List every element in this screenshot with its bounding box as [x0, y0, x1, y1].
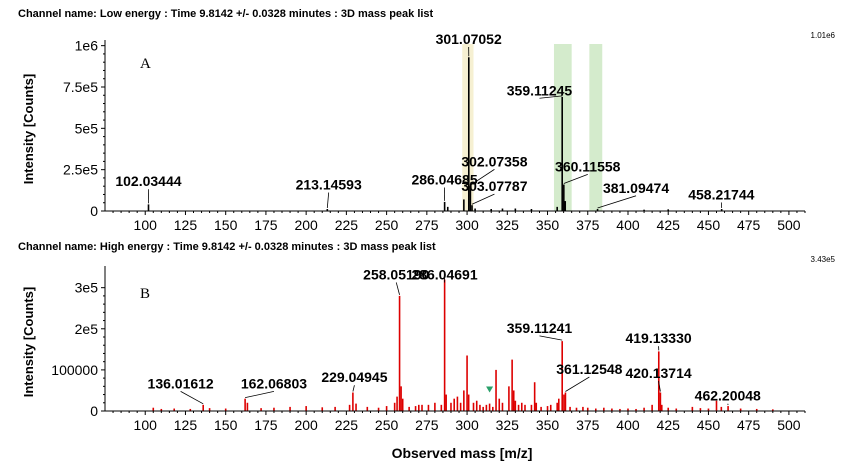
peak-label-leader [326, 192, 330, 209]
peak-label: 136.01612 [148, 375, 214, 391]
peak-label-leader [395, 282, 400, 296]
peak-label: 286.04691 [411, 266, 477, 282]
peak-label-leader [597, 195, 637, 209]
y-tick-label: 0 [90, 403, 98, 419]
x-tick-label: 425 [657, 417, 681, 433]
peak-label-leader [539, 335, 563, 341]
peak-label-leader [539, 95, 563, 99]
panel-b-x-axis-label: Observed mass [m/z] [392, 445, 533, 461]
panel-a-y-axis-label: Intensity [Counts] [21, 74, 36, 185]
x-tick-label: 400 [616, 217, 640, 233]
peak-label: 302.07358 [461, 153, 527, 169]
x-tick-label: 100 [134, 217, 158, 233]
panel-a-spectrum: Channel name: Low energy : Time 9.8142 +… [18, 8, 836, 233]
peak-label-leader [563, 173, 588, 184]
x-tick-label: 500 [777, 417, 801, 433]
y-tick-label: 2.5e5 [63, 162, 98, 178]
peak-label: 359.11241 [507, 320, 573, 336]
x-tick-label: 425 [657, 217, 681, 233]
y-tick-label: 5e5 [75, 120, 99, 136]
panel-a-header: Channel name: Low energy : Time 9.8142 +… [18, 8, 434, 20]
x-tick-label: 450 [697, 217, 721, 233]
x-tick-label: 375 [576, 417, 600, 433]
peak-marker-triangle [486, 386, 494, 393]
x-tick-label: 500 [777, 217, 801, 233]
x-tick-label: 250 [375, 417, 399, 433]
x-tick-label: 325 [496, 417, 520, 433]
peak-label: 359.11245 [507, 82, 573, 98]
x-tick-label: 475 [737, 217, 761, 233]
peak-label: 258.05190 [363, 266, 429, 282]
peak-label-leader [352, 385, 355, 392]
y-tick-label: 1e6 [75, 38, 99, 54]
panel-b-y-axis-label: Intensity [Counts] [21, 287, 36, 398]
panel-a-scale-label: 1.01e6 [811, 31, 836, 40]
x-tick-label: 200 [294, 217, 318, 233]
panel-a-letter: A [140, 56, 151, 72]
peak-label-leader [470, 169, 495, 186]
x-tick-label: 125 [174, 217, 198, 233]
peak-label-leader [245, 390, 275, 399]
x-tick-label: 125 [174, 417, 198, 433]
x-tick-label: 225 [335, 217, 359, 233]
x-tick-label: 300 [455, 417, 479, 433]
x-tick-label: 400 [616, 417, 640, 433]
panel-b-header: Channel name: High energy : Time 9.8142 … [18, 241, 436, 253]
peak-label: 420.13714 [625, 365, 691, 381]
x-tick-label: 175 [254, 417, 278, 433]
peak-label: 381.09474 [603, 180, 669, 196]
x-tick-label: 275 [415, 217, 439, 233]
x-tick-label: 450 [697, 417, 721, 433]
x-tick-label: 475 [737, 417, 761, 433]
x-tick-label: 300 [455, 217, 479, 233]
x-tick-label: 200 [294, 417, 318, 433]
y-tick-label: 2e5 [75, 321, 99, 337]
panel-b-letter: B [140, 286, 150, 302]
panel-b-spectrum: Channel name: High energy : Time 9.8142 … [18, 241, 836, 461]
peak-label: 162.06803 [241, 375, 307, 391]
x-tick-label: 325 [496, 217, 520, 233]
peak-label: 303.07787 [461, 178, 527, 194]
peak-label: 360.11558 [555, 158, 621, 174]
y-tick-label: 7.5e5 [63, 79, 98, 95]
y-tick-label: 3e5 [75, 280, 99, 296]
peak-label: 458.21744 [688, 186, 754, 202]
y-tick-label: 100000 [51, 362, 98, 378]
highlight-band [462, 44, 474, 211]
x-tick-label: 175 [254, 217, 278, 233]
highlight-band [589, 44, 603, 211]
peak-label: 286.04685 [411, 172, 477, 188]
peak-label-leader [180, 391, 204, 405]
peak-label: 213.14593 [296, 177, 362, 193]
peak-label: 361.12548 [556, 361, 622, 377]
x-tick-label: 275 [415, 417, 439, 433]
x-tick-label: 100 [134, 417, 158, 433]
peak-label: 419.13330 [625, 330, 691, 346]
peak-label: 462.20048 [695, 388, 761, 404]
peak-label: 229.04945 [321, 369, 387, 385]
panel-b-scale-label: 3.43e5 [811, 255, 836, 264]
y-tick-label: 0 [90, 203, 98, 219]
peak-label: 301.07052 [436, 31, 502, 47]
x-tick-label: 250 [375, 217, 399, 233]
x-tick-label: 150 [214, 217, 238, 233]
x-tick-label: 350 [536, 417, 560, 433]
x-tick-label: 150 [214, 417, 238, 433]
x-tick-label: 350 [536, 217, 560, 233]
x-tick-label: 225 [335, 417, 359, 433]
peak-label: 102.03444 [115, 173, 181, 189]
x-tick-label: 375 [576, 217, 600, 233]
peak-label-leader [565, 376, 590, 392]
peak-label-leader [658, 381, 661, 392]
peak-label-leader [471, 193, 495, 205]
